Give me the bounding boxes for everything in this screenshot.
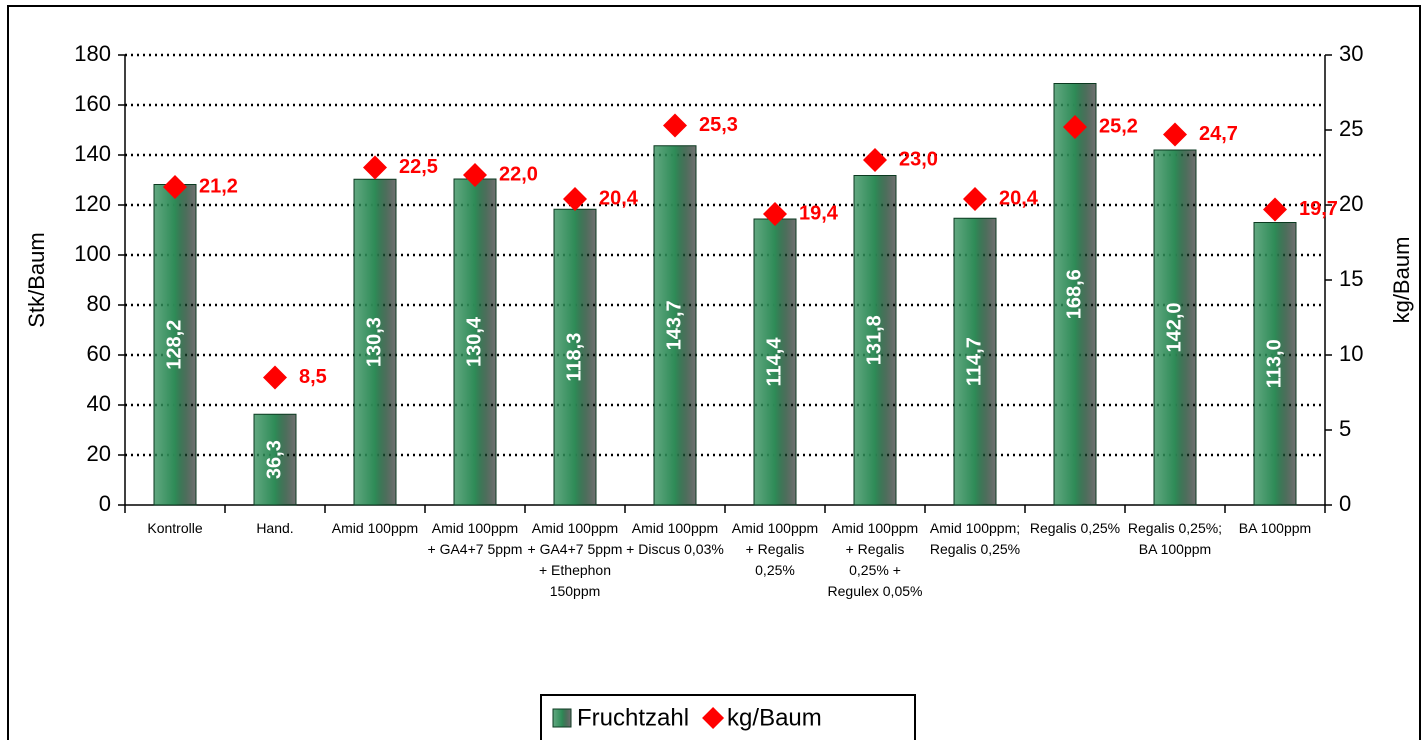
point-value-label: 20,4 (999, 187, 1039, 209)
bar-value-label: 114,4 (763, 337, 785, 387)
marker (263, 365, 287, 390)
y2-tick-label: 0 (1339, 491, 1351, 516)
y-tick-label: 20 (87, 441, 111, 466)
y-tick-label: 80 (87, 291, 111, 316)
point-value-label: 8,5 (299, 366, 327, 388)
y2-tick-label: 25 (1339, 116, 1363, 141)
bar-value-label: 114,7 (963, 337, 985, 386)
legend-label: kg/Baum (727, 704, 822, 731)
bar-value-label: 143,7 (663, 300, 685, 350)
bar-value-label: 130,4 (463, 316, 485, 367)
y-tick-label: 0 (99, 491, 111, 516)
bar (453, 178, 497, 506)
marker (363, 155, 387, 180)
bar (653, 145, 697, 506)
x-tick-label: Regalis 0,25%; BA 100ppm (1127, 520, 1223, 557)
point-value-label: 25,2 (1099, 115, 1138, 137)
marker (463, 163, 487, 187)
chart-border (7, 5, 1421, 740)
y2-tick-label: 30 (1339, 41, 1363, 66)
bar-value-label: 113,0 (1263, 339, 1285, 388)
point-value-label: 20,4 (599, 187, 639, 209)
bar-value-label: 128,2 (163, 320, 185, 370)
point-value-label: 22,0 (499, 163, 538, 185)
bar-value-label: 118,3 (563, 333, 585, 382)
x-tick-label: Amid 100ppm + GA4+7 5ppm (427, 520, 523, 557)
marker (163, 175, 187, 199)
x-tick-label: Amid 100ppm + Discus 0,03% (626, 520, 724, 557)
point-value-label: 23,0 (899, 148, 938, 170)
x-tick-label: Amid 100ppm + GA4+7 5ppm + Ethephon 150p… (527, 520, 623, 599)
bar (1253, 222, 1297, 506)
y-axis-title: Stk/Baum (24, 232, 49, 327)
marker (1163, 122, 1187, 147)
y-tick-label: 140 (74, 141, 111, 166)
bar (753, 218, 797, 506)
point-value-label: 21,2 (199, 175, 238, 197)
bar (553, 208, 597, 506)
y-tick-label: 180 (74, 41, 111, 66)
x-tick-label: Hand. (256, 520, 294, 536)
x-tick-label: Amid 100ppm + Regalis 0,25% + Regulex 0,… (827, 520, 923, 599)
marker (1063, 115, 1087, 139)
marker (963, 187, 987, 211)
bar (1153, 149, 1197, 506)
marker (1263, 197, 1287, 222)
y-tick-label: 160 (74, 91, 111, 116)
y-tick-label: 120 (74, 191, 111, 216)
y2-tick-label: 15 (1339, 266, 1363, 291)
point-value-label: 19,7 (1299, 198, 1338, 220)
marker (863, 148, 887, 172)
y-tick-label: 60 (87, 341, 111, 366)
x-tick-label: Kontrolle (147, 520, 203, 536)
marker (563, 187, 587, 211)
x-tick-label: Amid 100ppm (331, 520, 419, 536)
legend-box (540, 694, 916, 740)
y2-tick-label: 20 (1339, 191, 1363, 216)
marker (663, 113, 687, 138)
legend-swatch (552, 708, 572, 728)
y2-tick-label: 10 (1339, 341, 1363, 366)
bar-value-label: 142,0 (1163, 302, 1185, 352)
bar-value-label: 36,3 (263, 440, 285, 479)
bar (1053, 83, 1097, 506)
x-tick-label: Regalis 0,25% (1029, 520, 1121, 536)
bar-value-label: 131,8 (863, 315, 885, 365)
bar-value-label: 168,6 (1063, 269, 1085, 319)
point-value-label: 19,4 (799, 202, 839, 224)
x-tick-label: BA 100ppm (1238, 520, 1312, 536)
y2-axis-title: kg/Baum (1389, 237, 1414, 324)
x-tick-label: Amid 100ppm + Regalis 0,25% (731, 520, 819, 578)
y2-tick-label: 5 (1339, 416, 1351, 441)
x-tick-label: Amid 100ppm; Regalis 0,25% (929, 520, 1021, 557)
bar-value-label: 130,3 (363, 317, 385, 367)
legend-swatch (702, 707, 725, 729)
bar (853, 175, 897, 506)
bar (253, 413, 297, 506)
point-value-label: 25,3 (699, 114, 738, 136)
marker (763, 202, 787, 226)
bar (353, 178, 397, 506)
bar (953, 217, 997, 506)
y-tick-label: 100 (74, 241, 111, 266)
y-tick-label: 40 (87, 391, 111, 416)
point-value-label: 24,7 (1199, 123, 1238, 145)
bar (153, 184, 197, 506)
legend-label: Fruchtzahl (577, 704, 689, 731)
point-value-label: 22,5 (399, 156, 438, 178)
